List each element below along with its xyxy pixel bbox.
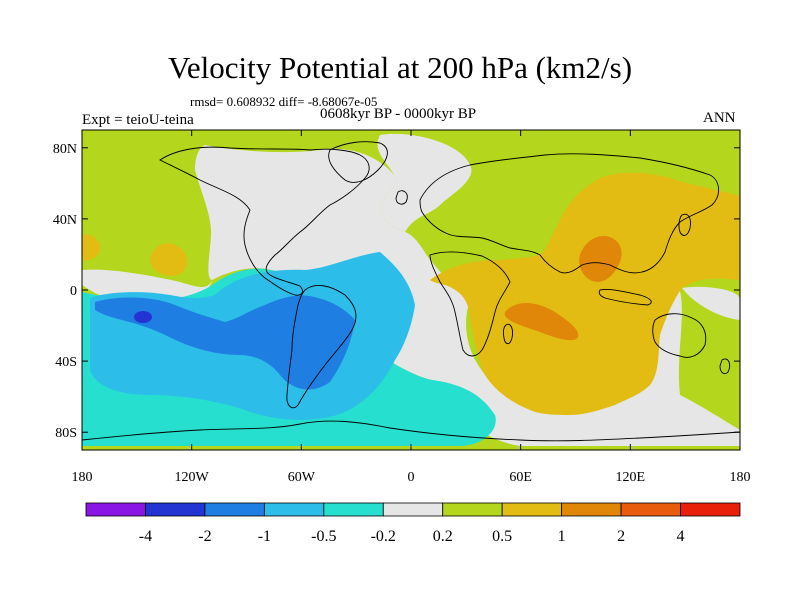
- coast-north-america: [159, 146, 370, 296]
- colorbar-label: -0.2: [371, 528, 396, 545]
- colorbar-label: 2: [617, 528, 625, 545]
- contour-region-west-pacific-warm: [82, 234, 188, 276]
- colorbar-label: -4: [139, 528, 152, 545]
- x-tick-label: 120W: [175, 470, 210, 485]
- x-tick-label: 180: [730, 470, 751, 485]
- coast-new-zealand: [719, 358, 731, 375]
- contour-region-orange-india: [504, 303, 579, 341]
- y-tick-label: 40S: [55, 355, 77, 370]
- coast-greenland: [328, 141, 388, 183]
- stats-text: rmsd= 0.608932 diff= -8.68067e-05: [190, 94, 378, 109]
- map-title: Velocity Potential at 200 hPa (km2/s): [167, 50, 633, 85]
- contour-field: [82, 130, 740, 450]
- x-tick-label: 60W: [288, 470, 316, 485]
- colorbar-label: 1: [558, 528, 566, 545]
- colorbar-swatch: [204, 502, 265, 517]
- y-axis: 80N 40N 0 40S 80S: [53, 142, 740, 441]
- y-tick-label: 0: [70, 284, 77, 299]
- colorbar-label: -1: [258, 528, 271, 545]
- colorbar: -4 -2 -1 -0.5 -0.2 0.2 0.5 1 2 4: [85, 502, 741, 545]
- coast-antarctica: [82, 420, 740, 442]
- x-tick-label: 120E: [616, 470, 646, 485]
- coast-australia: [652, 313, 707, 358]
- y-tick-label: 40N: [53, 213, 77, 228]
- colorbar-label: 4: [677, 528, 685, 545]
- contour-region-asia-positive: [430, 172, 740, 415]
- colorbar-label: -2: [198, 528, 211, 545]
- period-label: 0608kyr BP - 0000kyr BP: [320, 106, 477, 122]
- colorbar-swatch: [85, 502, 146, 517]
- contour-region-orange-se-asia: [579, 235, 622, 282]
- contour-region-navy: [134, 311, 152, 323]
- colorbar-swatch: [323, 502, 384, 517]
- colorbar-swatch: [263, 502, 325, 517]
- colorbar-label: -0.5: [311, 528, 336, 545]
- coastlines: [82, 141, 740, 442]
- experiment-label: Expt = teioU-teina: [82, 112, 194, 128]
- colorbar-swatch: [145, 502, 206, 517]
- colorbar-swatch: [561, 502, 622, 517]
- coast-japan: [678, 213, 691, 236]
- coast-indonesia: [598, 289, 652, 306]
- coast-south-america: [286, 284, 357, 409]
- coast-madagascar: [502, 323, 513, 345]
- x-tick-label: 180: [72, 470, 93, 485]
- y-tick-label: 80S: [55, 426, 77, 441]
- season-label: ANN: [703, 110, 736, 126]
- colorbar-label: 0.2: [433, 528, 453, 545]
- coast-africa: [429, 251, 511, 357]
- colorbar-swatch: [442, 502, 503, 517]
- y-tick-label: 80N: [53, 142, 77, 157]
- colorbar-swatch: [501, 502, 563, 517]
- colorbar-swatch: [680, 502, 741, 517]
- coast-britain: [395, 190, 408, 205]
- coast-eurasia: [419, 153, 719, 274]
- colorbar-swatch: [382, 502, 444, 517]
- x-axis: 180 120W 60W 0 60E 120E 180: [72, 130, 751, 485]
- x-tick-label: 60E: [509, 470, 532, 485]
- x-tick-label: 0: [408, 470, 415, 485]
- colorbar-swatch: [620, 502, 681, 517]
- colorbar-label: 0.5: [492, 528, 512, 545]
